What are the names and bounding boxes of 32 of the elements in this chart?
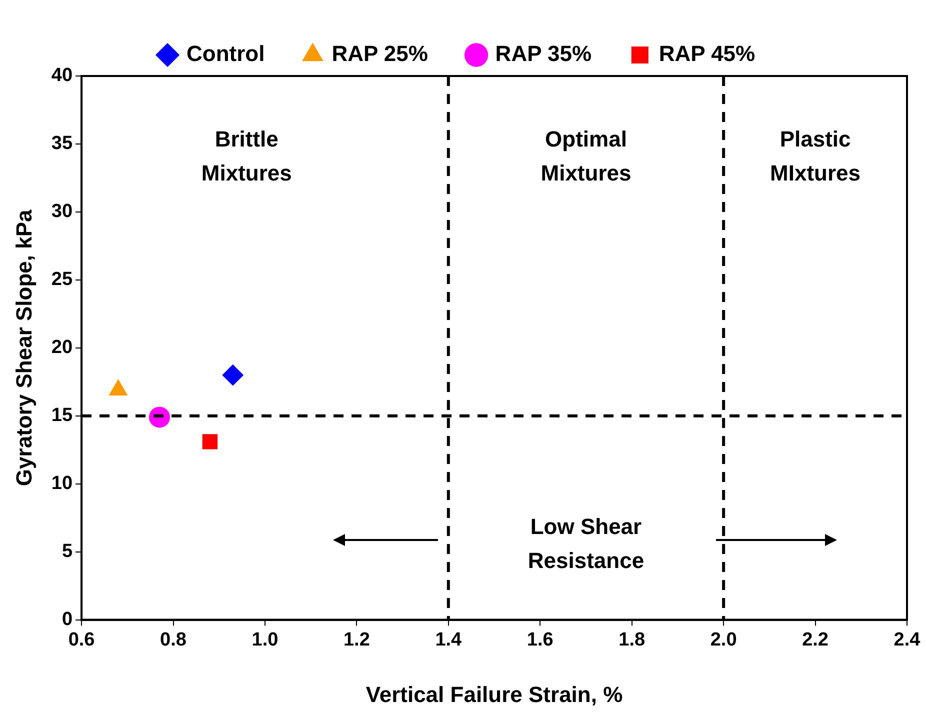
x-tick-label: 1.2 — [343, 629, 370, 650]
y-axis-title: Gyratory Shear Slope, kPa — [11, 208, 36, 486]
y-tick-label: 35 — [51, 133, 73, 154]
legend-label: Control — [186, 41, 265, 66]
x-tick-label: 1.8 — [618, 629, 646, 650]
y-tick-label: 5 — [62, 541, 73, 562]
point — [148, 406, 170, 428]
x-tick-label: 2.0 — [710, 629, 737, 650]
y-tick-label: 20 — [51, 337, 73, 358]
annotation: Low Shear Resistance — [528, 514, 644, 574]
x-tick-label: 1.4 — [435, 629, 462, 650]
x-tick-label: 2.2 — [802, 629, 828, 650]
annotation: Brittle Mixtures — [201, 126, 292, 186]
legend-label: RAP 45% — [658, 41, 756, 66]
x-tick-label: 2.4 — [894, 629, 921, 650]
y-tick-label: 25 — [51, 269, 73, 290]
x-tick-label: 1.6 — [526, 629, 554, 650]
y-tick-label: 40 — [51, 65, 73, 86]
point — [222, 364, 244, 386]
point — [202, 434, 218, 450]
annotation: Plastic MIxtures — [770, 126, 861, 186]
y-tick-label: 10 — [51, 473, 73, 494]
x-tick-label: 0.6 — [68, 629, 95, 650]
annotation: Optimal Mixtures — [540, 126, 632, 186]
y-tick-label: 0 — [62, 609, 73, 630]
y-tick-label: 15 — [51, 405, 73, 426]
legend-label: RAP 25% — [332, 41, 428, 66]
x-tick-label: 1.0 — [252, 629, 278, 650]
y-tick-label: 30 — [51, 201, 73, 222]
x-axis-title: Vertical Failure Strain, % — [366, 682, 623, 707]
x-tick-label: 0.8 — [160, 629, 186, 650]
legend-label: RAP 35% — [495, 41, 592, 66]
